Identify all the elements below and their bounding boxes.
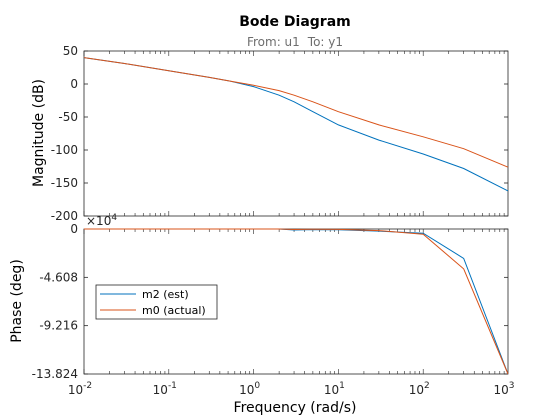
- x-axis-label: Frequency (rad/s): [234, 400, 357, 416]
- x-tick-label: 100: [239, 381, 260, 397]
- magnitude-y-tick-label: 0: [70, 77, 78, 91]
- legend-label-m0: m0 (actual): [142, 304, 206, 317]
- phase-y-tick-label: -9.216: [39, 319, 78, 333]
- phase-y-tick-label: -13.824: [32, 367, 78, 381]
- phase-exponent-label: ×104: [86, 213, 117, 228]
- subtitle-to: To: y1: [307, 35, 343, 49]
- magnitude-y-tick-label: 50: [63, 44, 78, 58]
- x-tick-label: 102: [409, 381, 430, 397]
- subtitle-from: From: u1: [247, 35, 300, 49]
- x-tick-label: 10-2: [68, 381, 92, 397]
- chart-title: Bode Diagram: [239, 14, 351, 30]
- magnitude-plot-box: [83, 50, 509, 217]
- x-tick-label: 103: [493, 381, 514, 397]
- legend-box: [95, 284, 218, 320]
- x-tick-label: 10-1: [153, 381, 177, 397]
- magnitude-y-tick-label: -200: [51, 209, 78, 223]
- x-tick-label: 101: [324, 381, 345, 397]
- legend-label-m2: m2 (est): [142, 288, 189, 301]
- chart-subtitle: From: u1 To: y1: [247, 35, 343, 49]
- magnitude-axes: 50 0 -50 -100 -150 -200 Magnitude (dB): [31, 44, 509, 223]
- magnitude-y-tick-label: -50: [58, 110, 78, 124]
- magnitude-axis-label: Magnitude (dB): [31, 79, 47, 187]
- magnitude-y-tick-label: -100: [51, 143, 78, 157]
- legend: m2 (est) m0 (actual): [95, 284, 218, 320]
- phase-y-tick-label: -4.608: [39, 270, 78, 284]
- phase-series-m0: [84, 228, 509, 375]
- magnitude-y-tick-label: -150: [51, 176, 78, 190]
- phase-y-tick-label: 0: [70, 222, 78, 236]
- magnitude-series-m0: [83, 57, 509, 168]
- phase-axis-label: Phase (deg): [9, 259, 25, 343]
- phase-axes: 0 -4.608 -9.216 -13.824 ×104 Phase (deg) m2…: [9, 213, 509, 381]
